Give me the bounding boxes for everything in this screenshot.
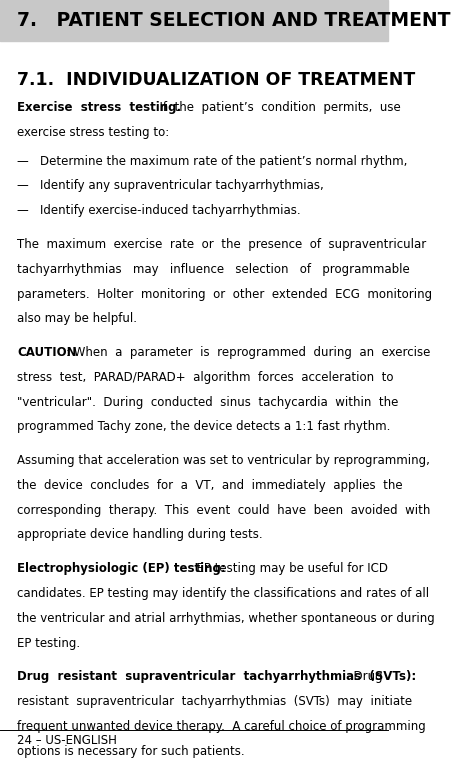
Text: the ventricular and atrial arrhythmias, whether spontaneous or during: the ventricular and atrial arrhythmias, … (17, 612, 435, 625)
Text: programmed Tachy zone, the device detects a 1:1 fast rhythm.: programmed Tachy zone, the device detect… (17, 420, 391, 433)
Text: The  maximum  exercise  rate  or  the  presence  of  supraventricular: The maximum exercise rate or the presenc… (17, 238, 427, 251)
Text: —   Identify exercise-induced tachyarrhythmias.: — Identify exercise-induced tachyarrhyth… (17, 204, 301, 217)
Text: Electrophysiologic (EP) testing:: Electrophysiologic (EP) testing: (17, 562, 226, 575)
Text: the  device  concludes  for  a  VT,  and  immediately  applies  the: the device concludes for a VT, and immed… (17, 479, 403, 492)
Text: options is necessary for such patients.: options is necessary for such patients. (17, 745, 245, 757)
Text: Drug  resistant  supraventricular  tachyarrhythmias  (SVTs):: Drug resistant supraventricular tachyarr… (17, 670, 417, 683)
Text: 7.1.  INDIVIDUALIZATION OF TREATMENT: 7.1. INDIVIDUALIZATION OF TREATMENT (17, 71, 416, 90)
Text: frequent unwanted device therapy.  A careful choice of programming: frequent unwanted device therapy. A care… (17, 720, 426, 733)
Text: tachyarrhythmias   may   influence   selection   of   programmable: tachyarrhythmias may influence selection… (17, 263, 410, 276)
Text: resistant  supraventricular  tachyarrhythmias  (SVTs)  may  initiate: resistant supraventricular tachyarrhythm… (17, 695, 413, 708)
Text: "ventricular".  During  conducted  sinus  tachycardia  within  the: "ventricular". During conducted sinus ta… (17, 395, 399, 408)
Text: —   Determine the maximum rate of the patient’s normal rhythm,: — Determine the maximum rate of the pati… (17, 155, 408, 168)
Text: CAUTION: CAUTION (17, 346, 77, 359)
Bar (0, 0, 388, 41)
Text: —   Identify any supraventricular tachyarrhythmias,: — Identify any supraventricular tachyarr… (17, 179, 324, 193)
Text: 24 – US-ENGLISH: 24 – US-ENGLISH (17, 734, 118, 747)
Text: parameters.  Holter  monitoring  or  other  extended  ECG  monitoring: parameters. Holter monitoring or other e… (17, 288, 432, 301)
Text: If  the  patient’s  condition  permits,  use: If the patient’s condition permits, use (152, 102, 401, 115)
Text: also may be helpful.: also may be helpful. (17, 312, 137, 326)
Text: 7.   PATIENT SELECTION AND TREATMENT: 7. PATIENT SELECTION AND TREATMENT (17, 11, 451, 30)
Text: appropriate device handling during tests.: appropriate device handling during tests… (17, 528, 263, 541)
Text: Assuming that acceleration was set to ventricular by reprogramming,: Assuming that acceleration was set to ve… (17, 454, 430, 467)
Text: Exercise  stress  testing.: Exercise stress testing. (17, 102, 182, 115)
Text: candidates. EP testing may identify the classifications and rates of all: candidates. EP testing may identify the … (17, 587, 430, 600)
Text: stress  test,  PARAD/PARAD+  algorithm  forces  acceleration  to: stress test, PARAD/PARAD+ algorithm forc… (17, 371, 394, 384)
Text: Drug: Drug (346, 670, 382, 683)
Text: EP testing.: EP testing. (17, 637, 81, 650)
Text: exercise stress testing to:: exercise stress testing to: (17, 126, 170, 139)
Text: corresponding  therapy.  This  event  could  have  been  avoided  with: corresponding therapy. This event could … (17, 504, 431, 517)
Text: EP testing may be useful for ICD: EP testing may be useful for ICD (189, 562, 388, 575)
Text: : When  a  parameter  is  reprogrammed  during  an  exercise: : When a parameter is reprogrammed durin… (67, 346, 431, 359)
